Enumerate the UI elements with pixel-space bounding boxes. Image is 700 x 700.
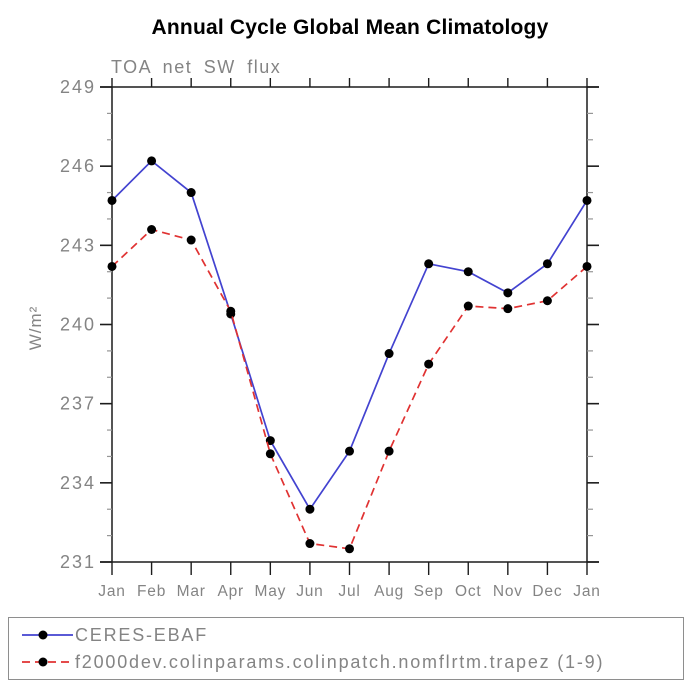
data-point [503, 288, 513, 298]
x-tick-label: Jun [296, 583, 323, 600]
data-point [186, 235, 196, 245]
x-tick-label: Nov [493, 583, 523, 600]
y-tick-label: 243 [60, 235, 96, 255]
x-tick-label: Dec [532, 583, 562, 600]
x-tick-label: Jan [573, 583, 600, 600]
chart-subtitle: TOA net SW flux [111, 57, 282, 77]
axes-frame [100, 86, 599, 563]
legend-marker-dot [38, 657, 48, 667]
legend-box: CERES-EBAF f2000dev.colinparams.colinpat… [8, 617, 684, 680]
data-point [582, 195, 592, 205]
data-point [305, 539, 315, 549]
legend-line-sample-solid [22, 630, 73, 640]
x-tick-label: Sep [414, 583, 444, 600]
data-point [265, 449, 275, 459]
y-tick-label: 237 [60, 394, 96, 414]
data-point [107, 195, 117, 205]
legend-label-ceres-ebaf: CERES-EBAF [75, 624, 209, 645]
y-tick-label: 240 [60, 315, 96, 335]
data-point [345, 446, 354, 456]
series-0 [107, 156, 592, 514]
data-point [345, 544, 354, 554]
y-tick-label: 249 [60, 77, 96, 97]
data-point [424, 259, 434, 269]
x-ticks: Jan Feb Mar Apr May Jun Jul Aug Sep Oct Nov Dec Jan [98, 78, 600, 600]
x-tick-label: Apr [217, 583, 244, 600]
x-tick-label: Mar [177, 583, 206, 600]
data-point [147, 156, 157, 166]
x-tick-label: Aug [374, 583, 404, 600]
data-point [147, 225, 157, 234]
legend-line-sample-dashed [22, 657, 73, 667]
data-point [384, 446, 394, 456]
data-point [186, 188, 196, 198]
x-tick-label: Oct [455, 583, 482, 600]
data-point [463, 267, 473, 277]
data-point [503, 304, 513, 314]
series-line-0 [111, 159, 588, 511]
y-tick-label: 246 [60, 156, 96, 176]
legend-marker-dot [38, 630, 48, 640]
x-tick-label: May [254, 583, 286, 600]
data-point [226, 306, 236, 316]
legend-item-ceres-ebaf: CERES-EBAF [21, 622, 683, 649]
data-point [424, 359, 434, 369]
data-point [107, 261, 117, 271]
data-point [463, 301, 473, 311]
legend-label-f2000dev: f2000dev.colinparams.colinpatch.nomflrtm… [75, 651, 605, 672]
x-tick-label: Jan [98, 583, 125, 600]
y-tick-label: 234 [60, 473, 96, 493]
series-line-1 [111, 228, 588, 550]
series-1 [107, 225, 592, 554]
x-tick-label: Feb [137, 583, 166, 600]
data-point [542, 259, 552, 269]
x-tick-label: Jul [338, 583, 360, 600]
y-tick-label: 231 [60, 552, 96, 572]
data-point [582, 261, 592, 271]
data-point [305, 504, 315, 514]
legend-item-f2000dev: f2000dev.colinparams.colinpatch.nomflrtm… [21, 649, 683, 676]
y-ticks: 231 234 237 240 243 246 249 [60, 77, 599, 572]
data-point [384, 349, 394, 359]
data-point [542, 296, 552, 306]
chart-title: Annual Cycle Global Mean Climatology [151, 16, 549, 39]
